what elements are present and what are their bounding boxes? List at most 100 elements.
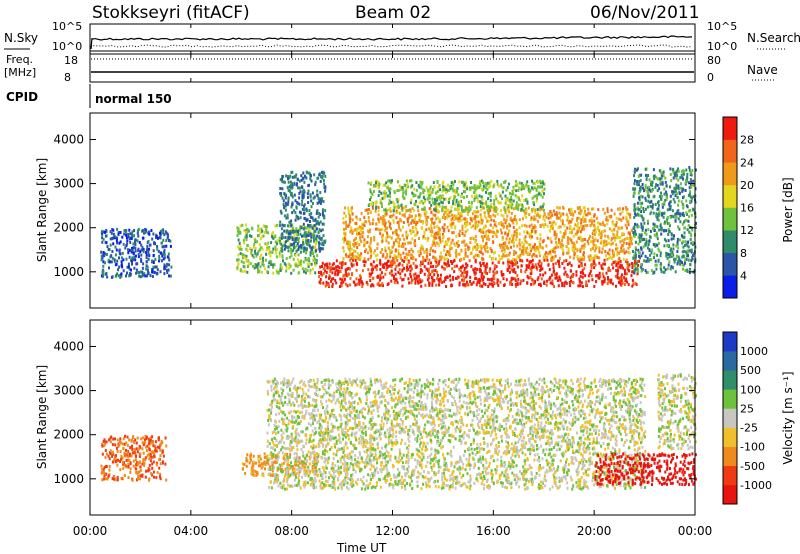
data-cell [600,230,603,234]
data-cell [299,250,302,254]
data-cell [452,199,455,203]
data-cell [493,202,495,206]
data-cell [506,226,509,230]
data-cell [427,261,430,265]
data-cell [671,192,674,196]
data-cell [659,169,662,173]
data-cell [644,269,647,273]
data-cell [278,251,281,255]
data-cell [435,205,438,209]
data-cell [529,236,532,240]
data-cell [419,246,422,250]
data-cell [278,236,281,240]
data-cell [352,258,354,262]
data-cell [669,215,672,219]
data-cell [459,214,462,218]
data-cell [444,262,447,266]
data-cell [425,222,428,226]
data-cell [518,197,520,201]
data-cell [102,273,105,277]
data-cell [333,267,336,271]
data-cell [666,256,669,260]
data-cell [399,228,402,232]
data-cell [347,209,350,213]
data-cell [167,233,169,237]
data-cell [103,466,106,470]
data-cell [557,259,559,263]
data-cell [523,237,526,241]
data-cell [439,188,442,192]
data-cell [672,176,675,180]
data-cell [313,195,316,199]
data-cell [149,452,152,456]
data-cell [150,441,153,445]
data-cell [121,456,124,460]
data-cell [479,201,482,205]
data-cell [299,190,302,194]
data-cell [620,279,623,283]
data-cell [662,270,665,274]
data-cell [389,222,392,226]
data-cell [377,217,380,221]
data-cell [270,263,273,267]
data-cell [302,241,304,245]
data-cell [300,263,302,267]
data-cell [489,229,492,233]
data-cell [426,197,429,201]
data-cell [566,238,569,242]
data-cell [318,280,321,284]
data-cell [457,206,460,210]
data-cell [676,262,679,266]
data-cell [591,278,594,282]
data-cell [371,271,374,275]
data-cell [132,242,135,246]
data-cell [695,221,697,225]
data-cell [431,243,434,247]
data-cell [619,226,622,230]
data-cell [354,283,357,287]
data-cell [632,187,635,191]
data-cell [634,187,637,191]
data-cell [250,234,253,238]
data-cell [523,247,526,251]
data-cell [548,268,551,271]
data-cell [384,221,387,225]
data-cell [245,259,248,263]
data-cell [452,194,455,198]
data-cell [158,254,161,258]
data-cell [386,255,389,259]
data-cell [396,221,399,224]
data-cell [129,240,132,244]
data-cell [137,477,139,481]
data-cell [610,214,613,218]
data-cell [361,235,364,239]
data-cell [608,256,611,260]
data-cell [634,246,637,250]
data-cell [165,264,168,268]
data-cell [424,283,427,287]
data-cell [470,264,473,268]
data-cell [307,223,309,227]
data-cell [279,187,282,190]
data-cell [136,436,139,440]
data-cell [426,257,428,261]
data-cell [299,261,302,265]
data-cell [441,216,444,219]
data-cell [351,273,353,277]
data-cell [508,251,511,255]
data-cell [589,258,592,262]
data-cell [262,263,265,267]
data-cell [148,243,151,247]
data-cell [365,220,368,224]
data-cell [147,441,150,445]
data-cell [392,241,395,245]
data-cell [125,274,127,278]
data-cell [591,207,594,211]
data-cell [169,239,172,243]
data-cell [132,258,135,262]
data-cell [506,245,509,249]
data-cell [503,250,506,254]
data-cell [579,212,582,216]
data-cell [455,241,458,245]
data-cell [512,199,515,203]
